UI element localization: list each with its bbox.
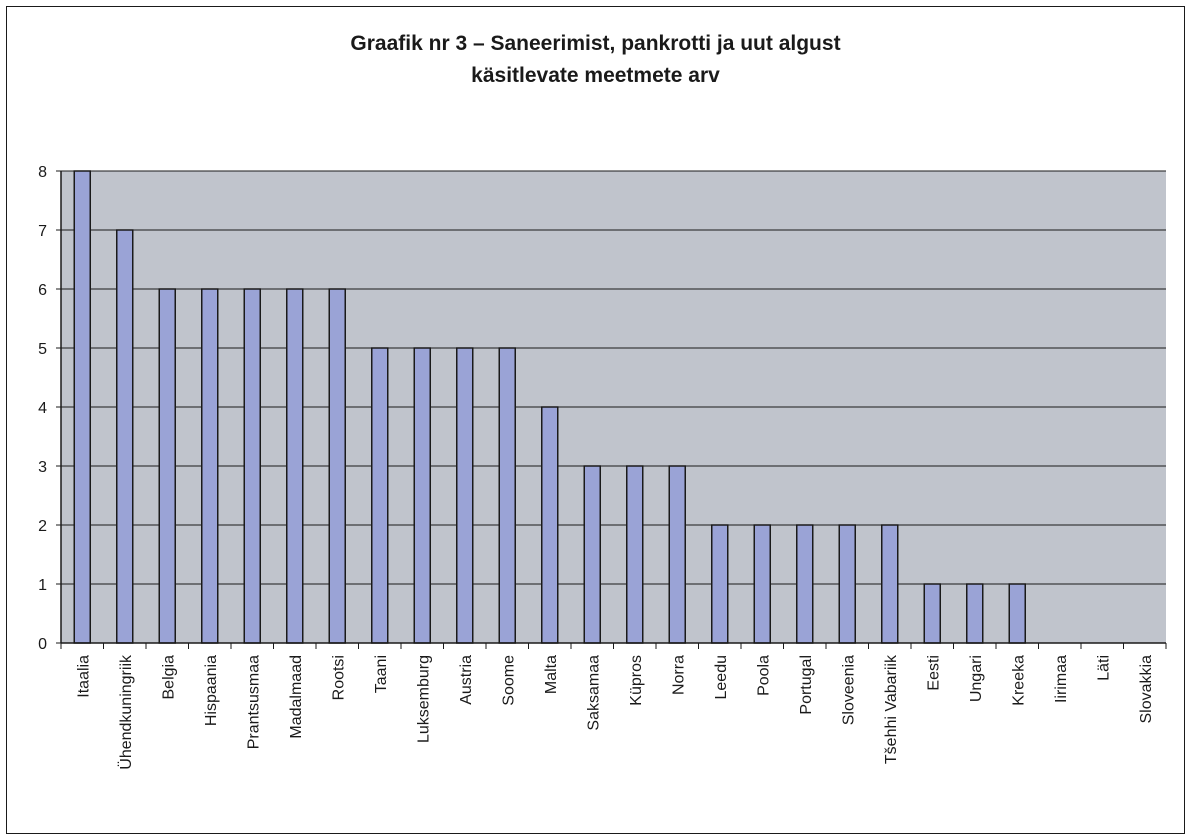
y-tick-label: 3 xyxy=(38,459,47,476)
bar-tšehhi-vabariik xyxy=(881,524,899,644)
bar-belgia xyxy=(158,288,176,644)
x-tick-label: Madalmaad xyxy=(288,655,305,739)
bar-saksamaa xyxy=(583,465,601,644)
x-tick-label: Belgia xyxy=(160,655,177,700)
x-tick-label: Iirimaa xyxy=(1053,655,1070,703)
chart-title-line-1: Graafik nr 3 – Saneerimist, pankrotti ja… xyxy=(350,32,841,55)
y-tick-label: 4 xyxy=(38,400,47,417)
bar-austria xyxy=(456,347,474,644)
y-tick-label: 6 xyxy=(38,282,47,299)
bar-itaalia xyxy=(73,170,91,644)
bar-rootsi xyxy=(328,288,346,644)
chart-title-line-2: käsitlevate meetmete arv xyxy=(471,64,720,87)
bar-malta xyxy=(541,406,559,644)
bar-madalmaad xyxy=(286,288,304,644)
bar-eesti xyxy=(923,583,941,644)
bar-hispaania xyxy=(201,288,219,644)
y-tick-label: 1 xyxy=(38,577,47,594)
x-tick-label: Läti xyxy=(1095,655,1112,681)
bar-leedu xyxy=(711,524,729,644)
bar-luksemburg xyxy=(413,347,431,644)
x-tick-label: Tšehhi Vabariik xyxy=(883,654,900,764)
x-tick-label: Luksemburg xyxy=(415,655,432,743)
chart-title: Graafik nr 3 – Saneerimist, pankrotti ja… xyxy=(0,28,1191,92)
x-tick-label: Austria xyxy=(458,655,475,705)
x-tick-label: Itaalia xyxy=(75,655,92,698)
y-tick-label: 5 xyxy=(38,341,47,358)
x-tick-label: Ühendkuningriik xyxy=(117,654,135,770)
bar-prantsusmaa xyxy=(243,288,261,644)
x-tick-label: Hispaania xyxy=(203,655,220,726)
bar-küpros xyxy=(626,465,644,644)
x-tick-label: Norra xyxy=(670,655,687,695)
y-tick-label: 2 xyxy=(38,518,47,535)
bar-poola xyxy=(753,524,771,644)
x-tick-label: Prantsusmaa xyxy=(245,655,262,749)
bar-kreeka xyxy=(1008,583,1026,644)
x-tick-label: Eesti xyxy=(925,655,942,691)
y-tick-label: 7 xyxy=(38,223,47,240)
bar-soome xyxy=(498,347,516,644)
x-tick-label: Küpros xyxy=(628,655,645,706)
x-tick-label: Portugal xyxy=(798,655,815,715)
y-tick-label: 0 xyxy=(38,636,47,653)
x-tick-label: Malta xyxy=(543,655,560,694)
x-tick-label: Slovakkia xyxy=(1138,655,1155,724)
x-tick-label: Soome xyxy=(500,655,517,706)
x-tick-label: Kreeka xyxy=(1010,655,1027,706)
bar-taani xyxy=(371,347,389,644)
bar-ungari xyxy=(966,583,984,644)
bar-sloveenia xyxy=(838,524,856,644)
x-tick-label: Ungari xyxy=(968,655,985,702)
x-tick-label: Leedu xyxy=(713,655,730,700)
bar-ühendkuningriik xyxy=(116,229,134,644)
x-tick-label: Poola xyxy=(755,655,772,696)
x-tick-label: Saksamaa xyxy=(585,655,602,731)
x-tick-label: Taani xyxy=(373,655,390,693)
y-tick-label: 8 xyxy=(38,164,47,181)
bar-norra xyxy=(668,465,686,644)
x-tick-label: Sloveenia xyxy=(840,655,857,725)
bar-portugal xyxy=(796,524,814,644)
x-tick-label: Rootsi xyxy=(330,655,347,700)
